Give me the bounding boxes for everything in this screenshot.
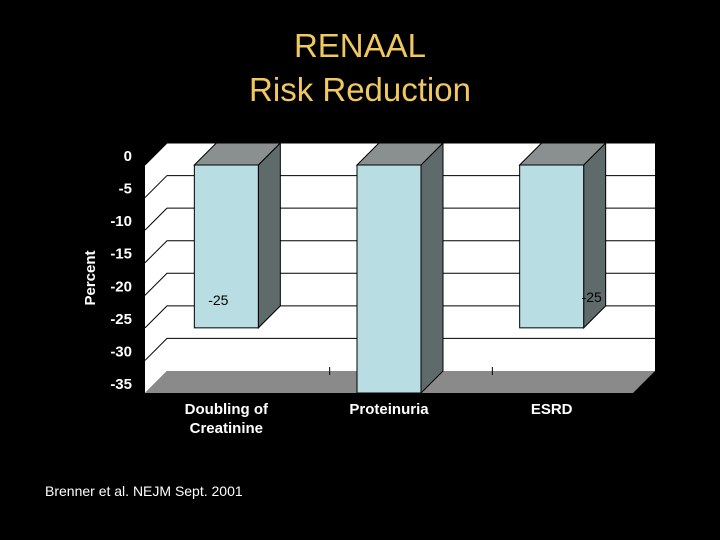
x-category-label: ESRD [531, 401, 573, 418]
gridlines [144, 142, 655, 361]
bar-front [193, 164, 259, 329]
gridline [144, 337, 655, 361]
chart-title-line-2: Risk Reduction [249, 71, 471, 108]
y-axis-ticks: 0 -5 -10 -15 -20 -25 -30 -35 [110, 148, 145, 394]
y-tick-label: -35 [110, 376, 132, 393]
y-tick-label: -20 [110, 278, 132, 295]
y-tick-label: -25 [110, 311, 132, 328]
y-tick-label: -5 [119, 181, 132, 198]
gridline [144, 142, 655, 166]
citation: Brenner et al. NEJM Sept. 2001 [45, 483, 243, 499]
bar-2 [355, 141, 445, 395]
data-label: -35 [419, 390, 439, 406]
x-category-label: Creatinine [190, 420, 263, 437]
bar-front [519, 164, 585, 329]
y-tick-label: -15 [110, 246, 132, 263]
gridline [144, 305, 655, 329]
y-axis-label: Percent [82, 250, 99, 305]
bar-3 [518, 141, 607, 330]
x-category-label: Proteinuria [349, 401, 429, 418]
y-tick-label: -10 [110, 213, 132, 230]
y-tick-label: 0 [124, 148, 132, 165]
bars [193, 141, 607, 395]
data-labels: -25 -35 -25 [208, 289, 602, 406]
y-tick-label: -30 [110, 343, 132, 360]
data-label: -25 [582, 289, 602, 305]
bar-side [257, 141, 281, 330]
chart-side-wall [145, 143, 167, 393]
gridline [144, 207, 655, 231]
data-label: -25 [208, 292, 228, 308]
x-axis-labels: Doubling of Creatinine Proteinuria ESRD [185, 401, 573, 437]
chart-title-line-1: RENAAL [293, 27, 427, 64]
gridline [144, 175, 655, 198]
gridline [144, 272, 655, 296]
gridline [144, 240, 655, 264]
x-category-label: Doubling of [185, 401, 269, 418]
bar-side [420, 141, 444, 395]
bar-1 [193, 141, 282, 330]
bar-front [356, 164, 422, 394]
